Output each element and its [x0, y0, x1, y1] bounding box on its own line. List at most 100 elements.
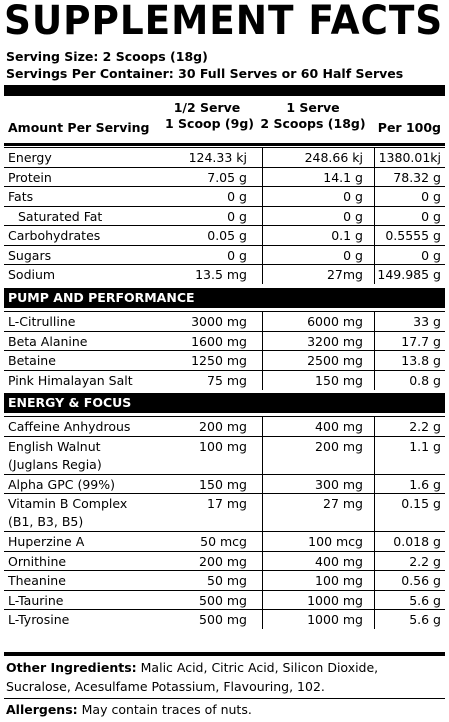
column-separator [262, 571, 263, 590]
column-separator [262, 265, 263, 284]
nutrient-name: Alpha GPC (99%) [8, 476, 115, 492]
half-serve-value: 200 mg [199, 419, 247, 434]
table-row: Fats 0 g 0 g 0 g [4, 186, 445, 206]
full-serve-value: 150 mg [315, 372, 363, 388]
nutrient-name: Betaine [8, 353, 56, 368]
table-row: Theanine 50 mg 100 mg 0.56 g [4, 570, 445, 590]
column-separator [262, 532, 263, 551]
full-serve-value: 400 mg [315, 419, 363, 434]
nutrient-name: Caffeine Anhydrous [8, 419, 131, 434]
header-amount-per-serving: Amount Per Serving [8, 120, 150, 135]
nutrient-name: Saturated Fat [18, 208, 103, 224]
half-serve-value: 1250 mg [191, 353, 247, 368]
section-pump-performance: PUMP AND PERFORMANCE [4, 288, 445, 308]
serving-size: Serving Size: 2 Scoops (18g) [6, 49, 208, 64]
column-separator [262, 370, 263, 390]
panel-title: SUPPLEMENT FACTS [4, 0, 444, 44]
half-serve-value: 150 mg [199, 476, 247, 492]
half-serve-value: 0 g [227, 247, 247, 263]
half-serve-value: 124.33 kj [188, 150, 247, 165]
full-serve-value: 14.1 g [323, 169, 363, 185]
column-separator [374, 167, 375, 187]
thick-divider-top [4, 85, 445, 96]
header-half-serve: 1/2 Serve 1 Scoop (9g) [160, 100, 254, 132]
nutrient-name-line2: (B1, B3, B5) [8, 514, 84, 529]
nutrient-name: Protein [8, 169, 52, 185]
thick-divider-bottom [4, 652, 445, 656]
column-separator [262, 245, 263, 265]
per-100g-value: 13.8 g [401, 353, 441, 368]
column-separator [262, 436, 263, 474]
full-serve-value: 400 mg [315, 553, 363, 569]
column-separator [374, 494, 375, 531]
table-row: Huperzine A 50 mcg 100 mcg 0.018 g [4, 531, 445, 551]
table-row: Vitamin B Complex 17 mg 27 mg 0.15 g (B1, B3… [4, 493, 445, 531]
nutrient-name: Ornithine [8, 553, 67, 569]
column-separator [262, 226, 263, 245]
column-separator [262, 312, 263, 331]
nutrient-name: L-Citrulline [8, 314, 76, 329]
per-100g-value: 1.6 g [409, 476, 441, 492]
column-separator [262, 474, 263, 494]
full-serve-value: 0.1 g [331, 228, 363, 243]
nutrient-name: Beta Alanine [8, 333, 88, 349]
full-serve-value: 0 g [343, 208, 363, 224]
per-100g-value: 0.5555 g [385, 228, 441, 243]
header-half-serve-line1: 1/2 Serve [173, 100, 241, 115]
per-100g-value: 0 g [421, 208, 441, 224]
per-100g-value: 17.7 g [401, 333, 441, 349]
full-serve-value: 0 g [343, 247, 363, 263]
servings-per-container: Servings Per Container: 30 Full Serves o… [6, 66, 404, 81]
full-serve-value: 2500 mg [307, 353, 363, 368]
table-row: Alpha GPC (99%) 150 mg 300 mg 1.6 g [4, 473, 445, 494]
table-row: Energy 124.33 kj 248.66 kj 1380.01kj [4, 147, 445, 167]
table-row: L-Tyrosine 500 mg 1000 mg 5.6 g [4, 609, 445, 629]
half-serve-value: 500 mg [199, 592, 247, 608]
column-separator [374, 245, 375, 265]
per-100g-value: 2.2 g [409, 553, 441, 569]
half-serve-value: 17 mg [207, 496, 247, 511]
column-separator [374, 351, 375, 370]
column-separator [374, 226, 375, 245]
table-row: Sodium 13.5 mg 27mg 149.985 g [4, 264, 445, 284]
divider-allergens [4, 698, 445, 699]
full-serve-value: 300 mg [315, 476, 363, 492]
column-separator [374, 590, 375, 610]
full-serve-value: 27mg [326, 267, 363, 282]
column-separator [262, 331, 263, 351]
half-serve-value: 50 mg [207, 573, 247, 588]
full-serve-value: 100 mcg [308, 534, 363, 549]
per-100g-value: 1.1 g [409, 438, 441, 454]
full-serve-value: 1000 mg [307, 592, 363, 608]
divider-under-header [4, 143, 445, 146]
column-separator [374, 532, 375, 551]
column-separator [374, 331, 375, 351]
table-row: Caffeine Anhydrous 200 mg 400 mg 2.2 g [4, 416, 445, 436]
per-100g-value: 1380.01kj [378, 150, 441, 165]
column-separator [262, 551, 263, 571]
per-100g-value: 0.56 g [401, 573, 441, 588]
half-serve-value: 500 mg [199, 612, 247, 627]
full-serve-value: 1000 mg [307, 612, 363, 627]
full-serve-value: 248.66 kj [304, 150, 363, 165]
other-ingredients: Other Ingredients: Malic Acid, Citric Ac… [6, 658, 443, 696]
column-separator [374, 265, 375, 284]
section-energy-focus: ENERGY & FOCUS [4, 393, 445, 413]
half-serve-value: 1600 mg [191, 333, 247, 349]
allergens-label: Allergens: [6, 702, 78, 717]
column-separator [374, 436, 375, 474]
column-separator [262, 167, 263, 187]
per-100g-value: 2.2 g [409, 419, 441, 434]
table-row: L-Taurine 500 mg 1000 mg 5.6 g [4, 589, 445, 610]
full-serve-value: 27 mg [323, 496, 363, 511]
full-serve-value: 200 mg [315, 438, 363, 454]
full-serve-value: 100 mg [315, 573, 363, 588]
column-separator [262, 494, 263, 531]
half-serve-value: 0 g [227, 189, 247, 204]
table-row: L-Citrulline 3000 mg 6000 mg 33 g [4, 311, 445, 331]
half-serve-value: 0 g [227, 208, 247, 224]
table-row: Pink Himalayan Salt 75 mg 150 mg 0.8 g [4, 369, 445, 390]
per-100g-value: 78.32 g [393, 169, 441, 185]
column-separator [262, 590, 263, 610]
